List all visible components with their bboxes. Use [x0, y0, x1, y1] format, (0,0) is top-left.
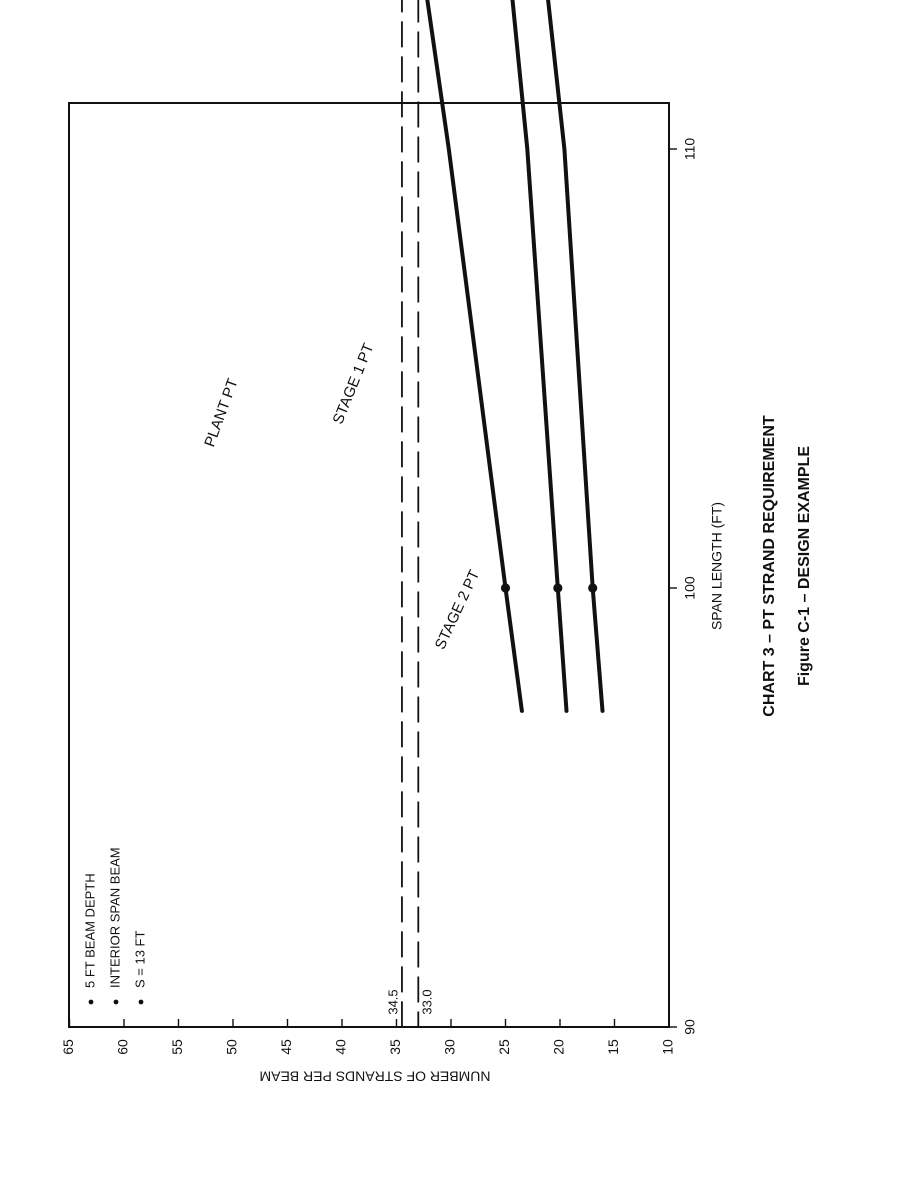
series-curves [425, 0, 605, 713]
chart-subtitle: Figure C-1 – DESIGN EXAMPLE [796, 446, 813, 686]
strands-tick-label: 10 [660, 1039, 676, 1055]
data-point [553, 583, 563, 593]
data-point [588, 583, 598, 593]
plot-frame [68, 102, 670, 1028]
strands-tick-label: 15 [605, 1039, 621, 1055]
span-tick-label: 90 [682, 1019, 698, 1035]
series-label: PLANT PT [201, 376, 241, 449]
strands-tick-label: 30 [442, 1039, 458, 1055]
span-tick-label: 100 [682, 576, 698, 600]
strands-tick-label: 40 [333, 1039, 349, 1055]
data-markers [500, 583, 598, 593]
note-bullet [113, 999, 119, 1005]
reference-value-label: 33.0 [419, 989, 434, 1014]
chart-title: CHART 3 – PT STRAND REQUIREMENT [761, 415, 778, 717]
series-line [546, 0, 605, 713]
strands-tick-label: 50 [224, 1039, 240, 1055]
note-text: INTERIOR SPAN BEAM [107, 847, 122, 988]
y-axis-title: NUMBER OF STRANDS PER BEAM [259, 1068, 490, 1084]
note-bullet [88, 999, 94, 1005]
strands-tick-label: 60 [115, 1039, 131, 1055]
x-axis-title: SPAN LENGTH (FT) [709, 502, 725, 630]
series-label: STAGE 2 PT [432, 567, 484, 652]
strands-tick-label: 20 [551, 1039, 567, 1055]
reference-lines [401, 0, 420, 1027]
note-bullet [138, 999, 144, 1005]
strands-tick-label: 65 [60, 1039, 76, 1055]
reference-value-label: 34.5 [385, 989, 400, 1014]
strands-tick-label: 35 [387, 1039, 403, 1055]
axis-ticks: 1015202530354045505560659010011012013014… [60, 138, 698, 1055]
series-line [425, 0, 524, 713]
span-tick-label: 110 [682, 138, 698, 161]
strands-tick-label: 45 [278, 1039, 294, 1055]
chart-text: NUMBER OF STRANDS PER BEAM SPAN LENGTH (F… [82, 341, 813, 1084]
data-point [500, 583, 511, 593]
note-text: 5 FT BEAM DEPTH [82, 873, 97, 988]
strands-tick-label: 55 [169, 1039, 185, 1055]
note-text: S = 13 FT [132, 931, 147, 988]
series-label: STAGE 1 PT [330, 341, 378, 427]
strands-tick-label: 25 [496, 1039, 512, 1055]
series-line [510, 0, 569, 713]
